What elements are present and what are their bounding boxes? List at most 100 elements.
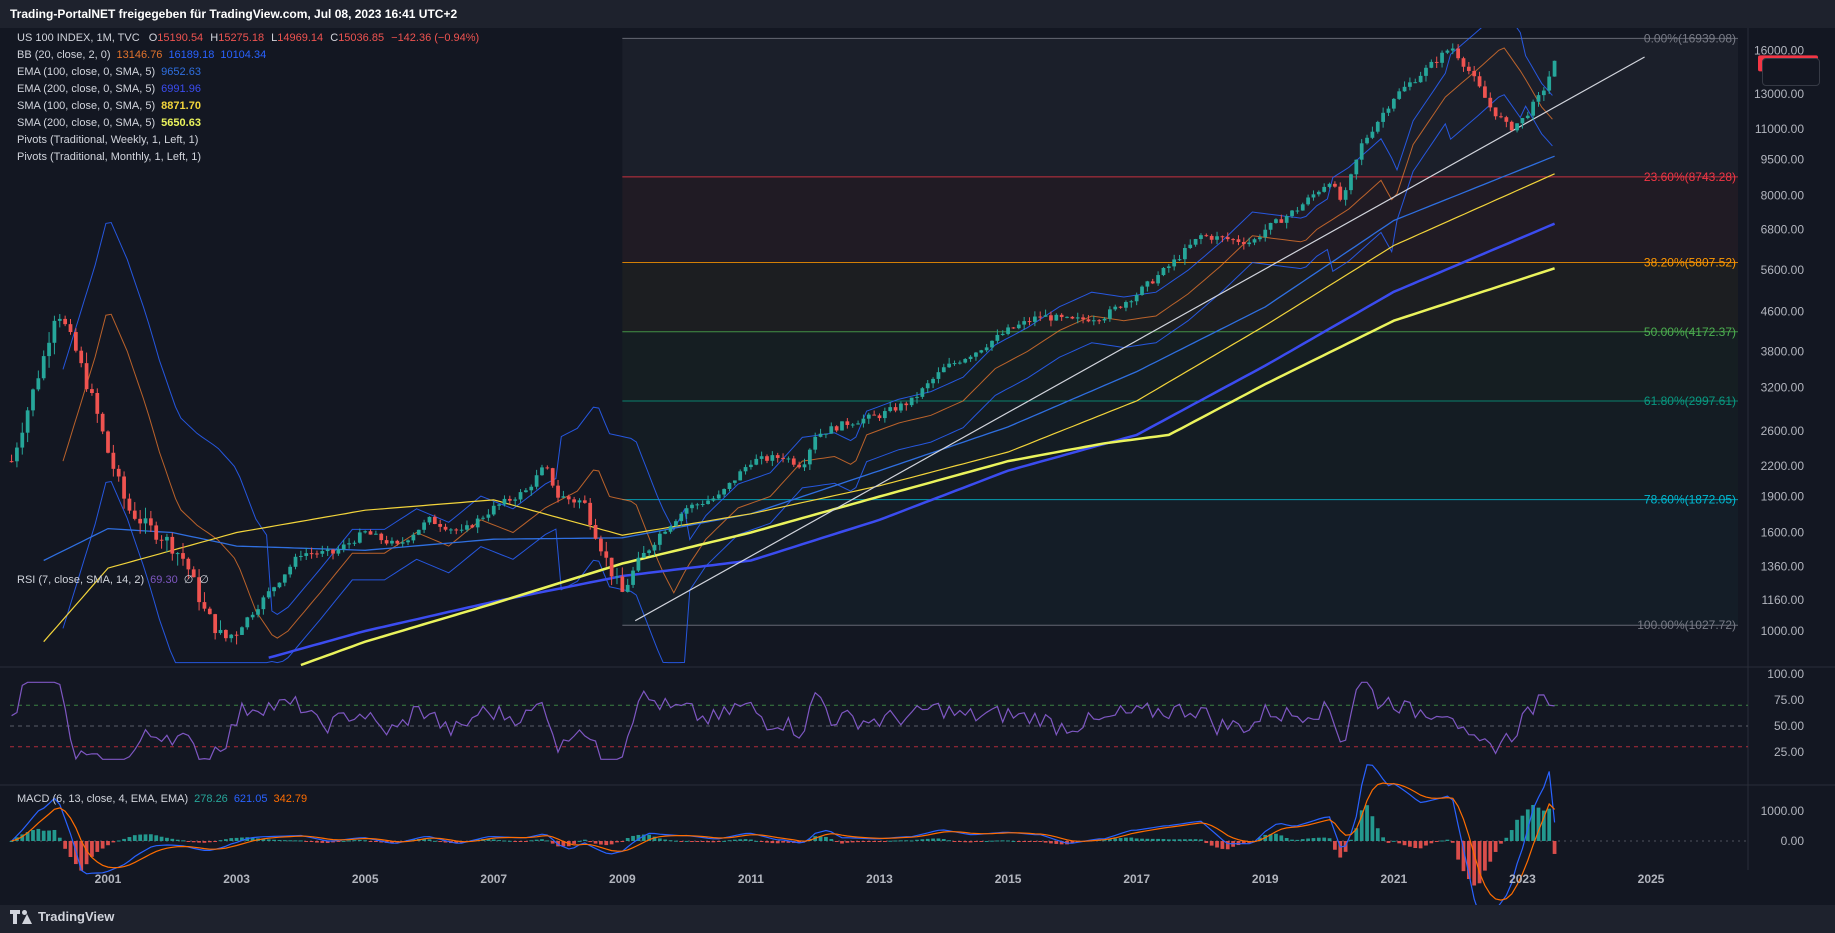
macd-histogram-bar: [1547, 808, 1552, 841]
candle-body: [1215, 236, 1219, 240]
candle-body: [513, 499, 518, 501]
candle: [207, 606, 212, 615]
chart-settings-button[interactable]: [1762, 58, 1820, 86]
candle-body: [1220, 236, 1225, 238]
candle-body: [1531, 101, 1536, 116]
pivots-weekly-legend[interactable]: Pivots (Traditional, Weekly, 1, Left, 1): [17, 134, 199, 146]
candle: [1108, 306, 1112, 322]
candle: [572, 496, 576, 508]
time-tick-label: 2015: [995, 872, 1022, 886]
bb-lower-line: [62, 94, 1553, 664]
macd-histogram-bar: [1450, 841, 1455, 843]
symbol-label[interactable]: US 100 INDEX, 1M, TVC: [17, 32, 140, 44]
candle: [652, 542, 657, 556]
candle-body: [422, 522, 426, 530]
ohlc-values: O15190.54 H15275.18 L14969.14 C15036.85 …: [148, 32, 480, 44]
candle: [700, 500, 705, 507]
chart-area[interactable]: 0.00%(16939.08) 23.60%(8743.28) 38.20%(580…: [0, 28, 1835, 905]
candle: [449, 528, 453, 535]
candle-body: [1397, 91, 1402, 99]
candle: [186, 557, 191, 579]
candle-body: [111, 452, 116, 469]
candle: [775, 452, 780, 463]
macd-histogram-bar: [1129, 837, 1134, 841]
macd-histogram-bar: [909, 840, 914, 842]
candle: [1488, 92, 1493, 112]
chart-canvas[interactable]: 0.00%(16939.08) 23.60%(8743.28) 38.20%(580…: [0, 28, 1835, 905]
candle: [754, 454, 759, 466]
macd-histogram-bar: [1204, 841, 1209, 844]
tradingview-logo[interactable]: TradingView: [10, 909, 114, 924]
candle: [566, 494, 571, 505]
candle: [1188, 239, 1193, 250]
macd-histogram-bar: [1402, 841, 1407, 846]
candle-body: [73, 332, 78, 351]
candle-body: [1081, 317, 1085, 320]
candle-body: [690, 504, 694, 509]
macd-histogram-bar: [947, 840, 952, 842]
candle: [770, 451, 775, 466]
macd-histogram-bar: [1531, 804, 1536, 841]
candle-body: [459, 529, 464, 531]
bb-legend[interactable]: BB (20, close, 2, 0) 13146.76 16189.18 1010…: [17, 49, 267, 61]
candle: [1466, 61, 1471, 75]
trendline[interactable]: [634, 56, 1645, 622]
candle: [1450, 43, 1455, 55]
macd-histogram-bar: [609, 841, 614, 845]
candle: [829, 422, 834, 434]
candle: [781, 453, 785, 463]
candle: [1129, 299, 1134, 308]
candle: [234, 631, 239, 645]
candle-body: [175, 553, 180, 555]
candle: [57, 314, 62, 328]
rsi-legend[interactable]: RSI (7, close, SMA, 14, 2) 69.30 ∅ ∅: [17, 574, 209, 586]
candle-body: [277, 582, 282, 588]
candle-body: [1177, 259, 1182, 261]
candle: [1252, 237, 1257, 246]
candle: [1547, 71, 1552, 94]
ema200-legend[interactable]: EMA (200, close, 0, SMA, 5) 6991.96: [17, 83, 201, 95]
candle-body: [866, 414, 871, 419]
candle-body: [1022, 321, 1027, 325]
price-tick-label: 16000.00: [1754, 43, 1804, 57]
macd-histogram-bar: [379, 841, 384, 843]
candle-body: [1193, 239, 1198, 245]
macd-histogram-bar: [1038, 841, 1043, 842]
macd-histogram-bar: [1199, 839, 1203, 841]
macd-histogram-bar: [261, 838, 266, 841]
price-tick-label: 6800.00: [1761, 223, 1805, 237]
candle: [995, 329, 1000, 344]
candle-body: [1124, 302, 1128, 308]
sma200-legend[interactable]: SMA (200, close, 0, SMA, 5) 5650.63: [17, 117, 201, 129]
macd-histogram-bar: [1258, 837, 1262, 841]
candle: [1231, 238, 1235, 245]
footer-bar: TradingView: [0, 905, 1835, 933]
candle-body: [931, 378, 935, 384]
macd-legend[interactable]: MACD (6, 13, close, 4, EMA, EMA) 278.26 62…: [17, 793, 308, 805]
candle-body: [374, 533, 378, 535]
candle-body: [250, 614, 255, 618]
macd-histogram-bar: [668, 840, 673, 842]
macd-histogram-bar: [979, 841, 984, 842]
macd-histogram-bar: [599, 841, 603, 845]
low-value: 14969.14: [277, 32, 324, 44]
candle-body: [781, 457, 785, 459]
bb-basis-line: [62, 47, 1553, 639]
candle: [406, 539, 410, 546]
pivots-monthly-legend[interactable]: Pivots (Traditional, Monthly, 1, Left, 1…: [17, 151, 202, 163]
candle: [1172, 254, 1177, 271]
macd-histogram-bar: [170, 838, 175, 841]
macd-histogram-bar: [899, 840, 903, 842]
candle-body: [974, 352, 978, 357]
candle: [1075, 312, 1080, 324]
candle: [593, 518, 598, 540]
ema100-legend[interactable]: EMA (100, close, 0, SMA, 5) 9652.63: [17, 66, 201, 78]
candle: [904, 401, 909, 411]
candle: [979, 349, 984, 354]
candle-body: [615, 576, 619, 578]
candle-body: [1316, 191, 1321, 195]
macd-histogram-bar: [1515, 819, 1519, 841]
price-tick-label: 1000.00: [1761, 624, 1805, 638]
candle-body: [545, 467, 550, 469]
sma100-legend[interactable]: SMA (100, close, 0, SMA, 5) 8871.70: [17, 100, 201, 112]
